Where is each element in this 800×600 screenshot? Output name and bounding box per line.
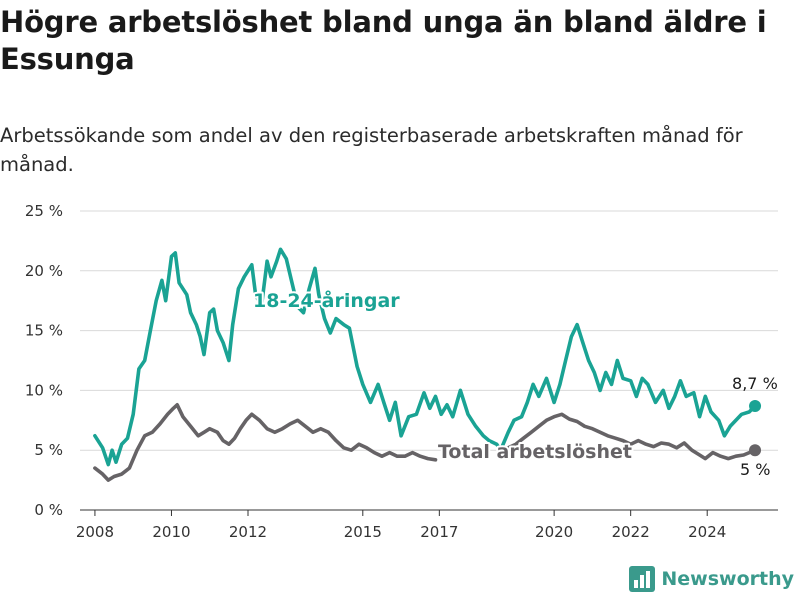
y-tick-label: 0 % (34, 501, 63, 519)
grid-lines (80, 210, 778, 511)
x-tick-label: 2012 (229, 523, 267, 541)
series-lines (93, 247, 762, 482)
x-tick-label: 2015 (344, 523, 382, 541)
y-tick-label: 5 % (34, 441, 63, 459)
series-labels: 18-24-åringar Total arbetslöshet 8,7 % 5 % (251, 286, 778, 479)
x-tick-label: 2020 (535, 523, 573, 541)
series-line-youth (93, 247, 757, 467)
newsworthy-logo: Newsworthy (629, 566, 794, 592)
series-label-total: Total arbetslöshet (438, 441, 632, 463)
end-point-youth (749, 399, 762, 412)
y-tick-label: 15 % (25, 322, 63, 340)
x-axis-ticks: 2008 2010 2012 2015 2017 2020 2022 2024 (76, 510, 726, 541)
y-axis-ticks: 0 % 5 % 10 % 15 % 20 % 25 % (25, 202, 63, 519)
series-line-total (93, 403, 438, 482)
end-label-total: 5 % (740, 460, 770, 479)
bar-chart-logo-icon (629, 566, 656, 592)
series-label-youth: 18-24-åringar (253, 288, 400, 312)
chart-subtitle: Arbetssökande som andel av den registerb… (0, 124, 743, 176)
x-tick-label: 2008 (76, 523, 114, 541)
brand-name: Newsworthy (661, 568, 794, 590)
x-tick-label: 2017 (420, 523, 458, 541)
x-tick-label: 2010 (152, 523, 190, 541)
y-tick-label: 20 % (25, 262, 63, 280)
end-label-youth: 8,7 % (732, 374, 778, 393)
series-line-total (506, 412, 757, 461)
y-tick-label: 25 % (25, 202, 63, 220)
y-tick-label: 10 % (25, 381, 63, 399)
chart-title: Högre arbetslöshet bland unga än bland ä… (0, 5, 767, 76)
x-tick-label: 2024 (688, 523, 726, 541)
end-point-total (749, 444, 762, 457)
x-tick-label: 2022 (612, 523, 650, 541)
